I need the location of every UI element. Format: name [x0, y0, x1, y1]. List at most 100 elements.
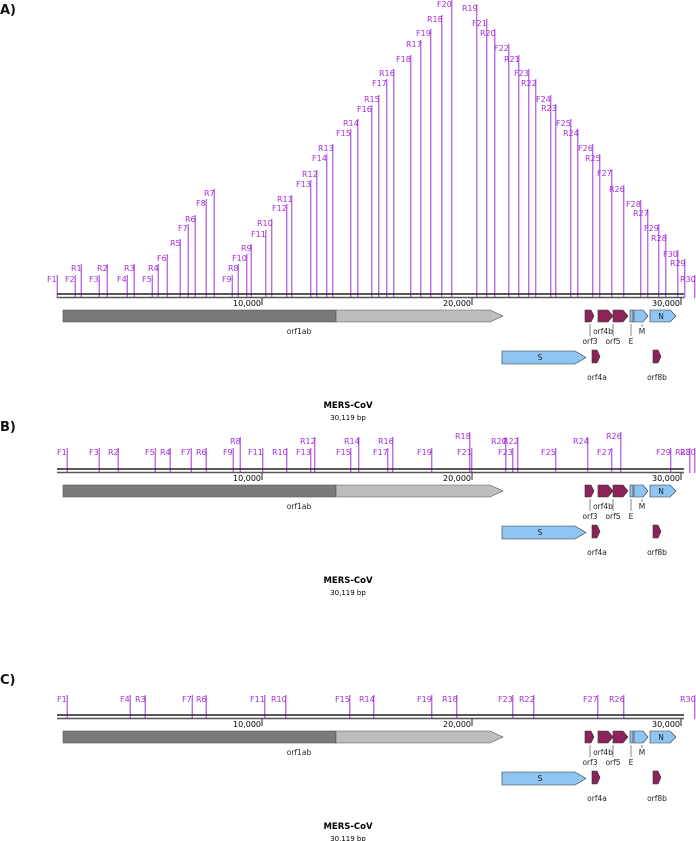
- gene: [633, 309, 649, 323]
- primer-label: R26: [609, 695, 625, 704]
- primer-label: F4: [117, 275, 127, 284]
- primer-label: F1: [57, 448, 67, 457]
- primer-label: R29: [670, 259, 686, 268]
- primer-label: F9: [222, 275, 232, 284]
- gene: [597, 730, 614, 744]
- primer-label: R3: [124, 264, 135, 273]
- gene-label: orf5: [605, 758, 620, 767]
- primer-label: F20: [437, 0, 452, 9]
- primer-label: F3: [89, 448, 99, 457]
- primer-label: F13: [296, 180, 311, 189]
- primer-label: F23: [498, 448, 513, 457]
- genome-title: MERS-CoV: [323, 822, 373, 832]
- primer-label: F15: [335, 695, 350, 704]
- gene: [612, 730, 629, 744]
- gene-label: M: [639, 502, 645, 511]
- primer-label: R23: [541, 104, 557, 113]
- axis-label: 30,000: [652, 720, 680, 729]
- gene-label: M: [639, 327, 645, 336]
- primer-label: F2: [65, 275, 75, 284]
- primer-label: R8: [230, 437, 241, 446]
- primer-label: F19: [417, 695, 432, 704]
- primer-label: R18: [442, 695, 458, 704]
- primer-label: R22: [519, 695, 535, 704]
- primer-label: F13: [296, 448, 311, 457]
- primer-label: F19: [416, 29, 431, 38]
- primer-label: F18: [396, 55, 411, 64]
- gene-label: orf3: [582, 337, 597, 346]
- panel-label: B): [0, 420, 16, 435]
- gene-label: orf8b: [647, 794, 667, 803]
- primer-label: F14: [312, 154, 327, 163]
- primer-label: R4: [148, 264, 159, 273]
- gene: [591, 770, 601, 785]
- genome-length: 30,119 bp: [330, 589, 366, 597]
- gene-orf1ab: [335, 730, 504, 744]
- primer-label: R28: [675, 448, 691, 457]
- primer-label: R6: [196, 448, 207, 457]
- primer-label: F7: [181, 448, 191, 457]
- axis-label: 20,000: [443, 474, 471, 483]
- primer-label: F23: [514, 69, 529, 78]
- genome-title: MERS-CoV: [323, 401, 373, 411]
- primer-label: R28: [651, 234, 667, 243]
- gene-label: orf5: [605, 337, 620, 346]
- gene-label: N: [658, 733, 664, 742]
- primer-label: R20: [480, 29, 496, 38]
- primer-label: R12: [302, 170, 318, 179]
- primer-label: R25: [585, 154, 601, 163]
- primer-label: F6: [157, 254, 167, 263]
- gene-label: orf4b: [593, 748, 613, 757]
- primer-label: R14: [344, 437, 360, 446]
- axis-label: 20,000: [443, 299, 471, 308]
- gene: [584, 730, 595, 744]
- primer-label: F25: [556, 119, 571, 128]
- primer-label: F11: [251, 230, 266, 239]
- primer-label: F7: [178, 224, 188, 233]
- gene-label: S: [538, 774, 543, 783]
- gene: [612, 309, 629, 323]
- primer-label: R2: [97, 264, 108, 273]
- gene: [629, 484, 634, 498]
- gene-label: orf4a: [587, 794, 607, 803]
- primer-label: R18: [427, 15, 443, 24]
- primer-label: R24: [563, 129, 579, 138]
- genome-length: 30,119 bp: [330, 414, 366, 422]
- gene-label: orf4a: [587, 373, 607, 382]
- panel: C) F1 F4 R3 F7 R6 F11 R10 F15 R14 F19 R18 F23 R22 F27 R…: [0, 673, 696, 841]
- primer-label: F11: [248, 448, 263, 457]
- primer-label: F22: [494, 44, 509, 53]
- gene-label: E: [629, 337, 634, 346]
- gene-label: orf3: [582, 758, 597, 767]
- gene: [649, 309, 677, 323]
- primer-label: R30: [680, 448, 696, 457]
- gene-label: E: [629, 512, 634, 521]
- primer-label: R13: [318, 144, 334, 153]
- primer-label: R14: [359, 695, 375, 704]
- primer-label: R19: [462, 4, 478, 13]
- gene: [501, 525, 587, 540]
- gene: [652, 349, 662, 364]
- gene-label: S: [538, 353, 543, 362]
- gene-label: M: [639, 748, 645, 757]
- primer-label: F11: [250, 695, 265, 704]
- axis-label: 30,000: [652, 299, 680, 308]
- gene: [633, 730, 649, 744]
- primer-label: R12: [300, 437, 316, 446]
- primer-label: F4: [120, 695, 130, 704]
- axis-label: 20,000: [443, 720, 471, 729]
- primer-label: R5: [170, 239, 181, 248]
- gene-label: orf4b: [593, 327, 613, 336]
- primer-label: F24: [536, 95, 551, 104]
- primer-label: R10: [257, 219, 273, 228]
- primer-label: R6: [196, 695, 207, 704]
- primer-label: F5: [145, 448, 155, 457]
- primer-label: F1: [57, 695, 67, 704]
- gene-label: orf8b: [647, 548, 667, 557]
- primer-label: F15: [336, 129, 351, 138]
- primer-label: F27: [597, 448, 612, 457]
- gene: [652, 524, 662, 539]
- primer-label: F7: [182, 695, 192, 704]
- gene-label: N: [658, 487, 664, 496]
